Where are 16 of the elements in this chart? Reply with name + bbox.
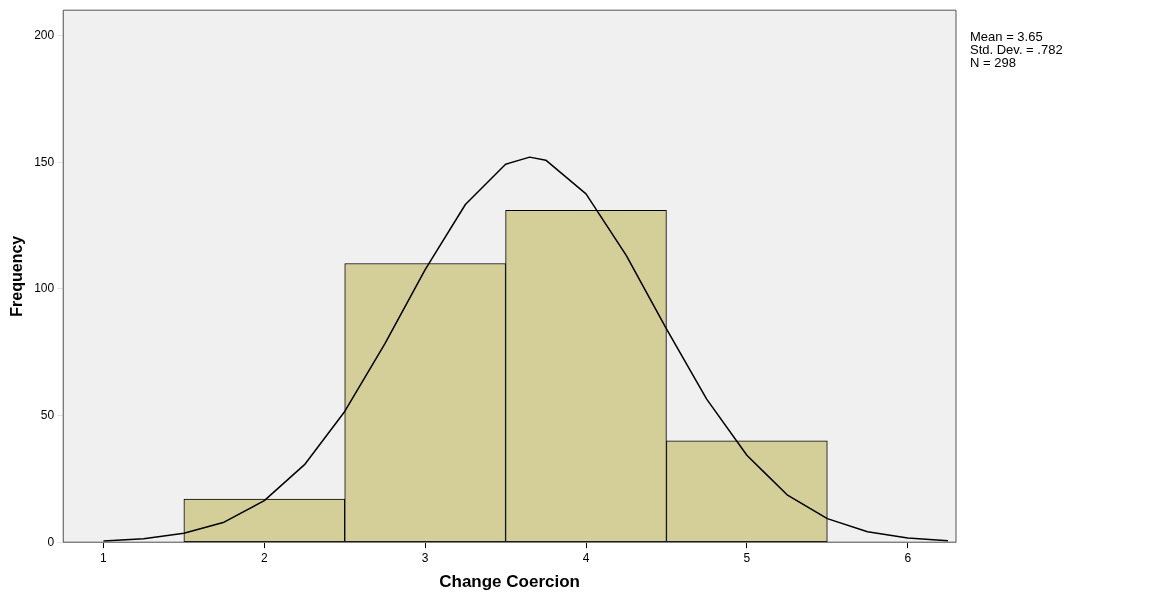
text: Mean = 3.65 <box>970 29 1044 44</box>
x-tick-label: 1 <box>100 550 108 565</box>
y-tick-label: 100 <box>34 281 55 296</box>
x-tick-label: 3 <box>421 550 429 565</box>
y-tick-label: 200 <box>34 27 55 42</box>
x-tick-label: 6 <box>904 550 912 565</box>
x-tick-label: 4 <box>582 550 590 565</box>
text: N = 298 <box>970 55 1017 70</box>
x-tick-label: 5 <box>743 550 751 565</box>
x-axis-title: Change Coercion <box>439 572 580 592</box>
text: Std. Dev. = .782 <box>970 42 1063 57</box>
y-tick-label: 150 <box>34 154 55 169</box>
y-tick-label: 0 <box>47 534 55 549</box>
y-tick-label: 50 <box>40 407 55 422</box>
x-tick-label: 2 <box>260 550 268 565</box>
y-axis-title: Frequency <box>8 235 26 317</box>
